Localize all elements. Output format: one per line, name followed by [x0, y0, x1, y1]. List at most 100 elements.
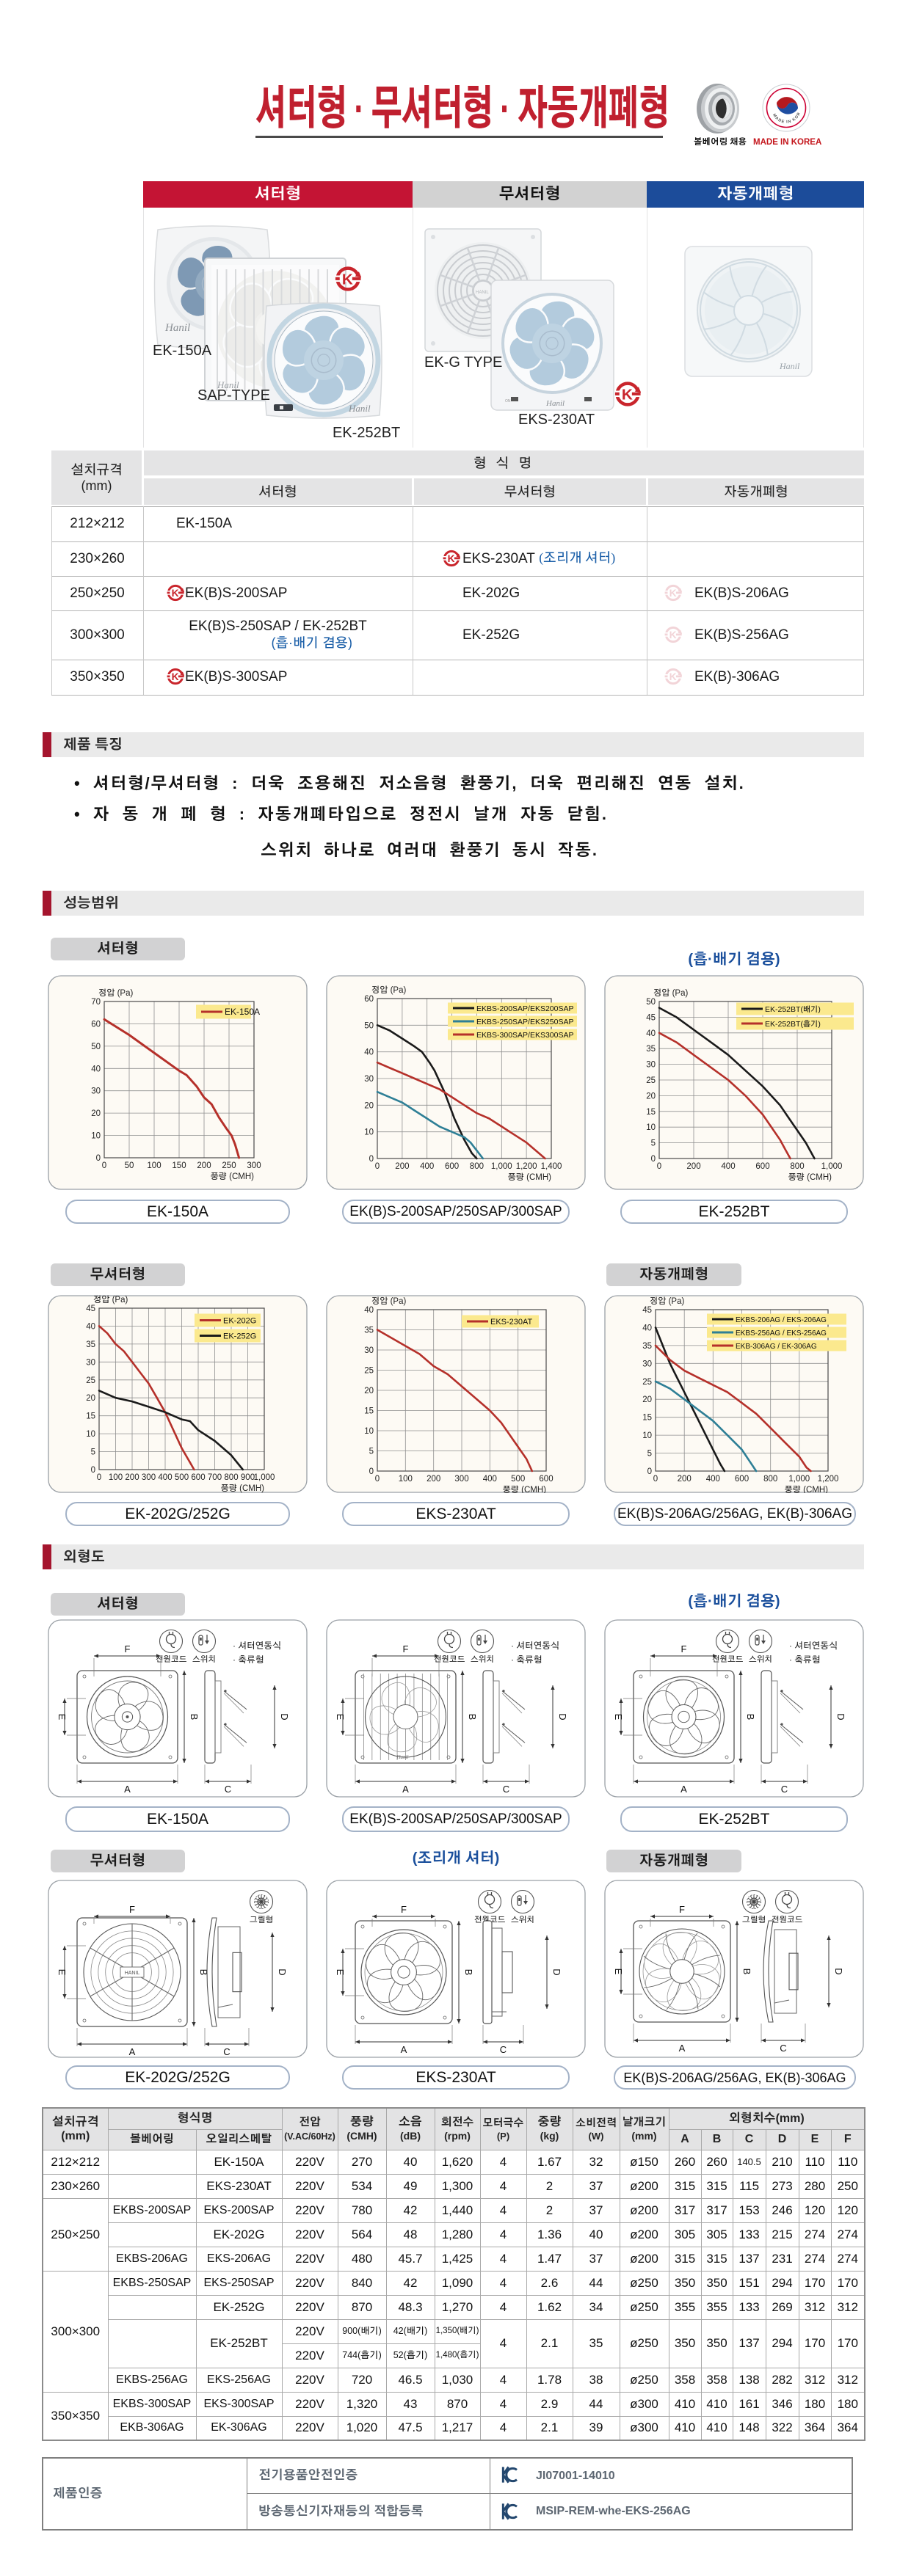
svg-text:0: 0 — [369, 1467, 374, 1476]
svg-text:풍량 (CMH): 풍량 (CMH) — [221, 1484, 265, 1493]
svg-text:Hanil: Hanil — [545, 399, 565, 408]
svg-text:D: D — [279, 1713, 290, 1720]
svg-text:스위치: 스위치 — [749, 1655, 772, 1664]
svg-text:· 셔터연동식: · 셔터연동식 — [233, 1641, 281, 1651]
svg-text:전원코드: 전원코드 — [156, 1655, 187, 1664]
svg-text:F: F — [401, 1904, 407, 1915]
svg-text:800: 800 — [763, 1475, 777, 1484]
svg-text:30: 30 — [91, 1087, 101, 1096]
svg-text:EKBS-300SAP/EKS300SAP: EKBS-300SAP/EKS300SAP — [476, 1031, 574, 1040]
svg-text:0: 0 — [97, 1473, 101, 1482]
svg-text:0: 0 — [375, 1475, 380, 1484]
svg-text:600: 600 — [755, 1162, 769, 1171]
svg-text:60: 60 — [91, 1020, 101, 1029]
svg-text:45: 45 — [646, 1013, 656, 1022]
svg-text:5: 5 — [369, 1448, 374, 1456]
svg-text:전원코드: 전원코드 — [772, 1916, 803, 1924]
svg-text:20: 20 — [364, 1101, 374, 1110]
svg-text:스위치: 스위치 — [192, 1655, 216, 1664]
svg-text:· 축류형: · 축류형 — [233, 1654, 264, 1665]
svg-text:F: F — [129, 1904, 135, 1915]
svg-text:1,200: 1,200 — [818, 1475, 839, 1484]
svg-text:풍량 (CMH): 풍량 (CMH) — [785, 1485, 829, 1493]
svg-text:1,000: 1,000 — [491, 1162, 512, 1171]
svg-text:Hanil: Hanil — [396, 1754, 409, 1760]
svg-text:C: C — [503, 1784, 509, 1795]
svg-text:EK-202G: EK-202G — [223, 1317, 256, 1326]
svg-text:Hanil: Hanil — [217, 379, 239, 390]
svg-text:25: 25 — [642, 1378, 652, 1387]
svg-text:· 축류형: · 축류형 — [511, 1654, 542, 1665]
svg-text:E: E — [335, 1969, 346, 1976]
svg-text:20: 20 — [86, 1394, 95, 1403]
svg-text:B: B — [189, 1714, 200, 1721]
svg-text:0: 0 — [647, 1467, 652, 1476]
svg-text:25: 25 — [646, 1076, 656, 1085]
svg-text:E: E — [613, 1969, 624, 1975]
svg-text:0: 0 — [369, 1155, 374, 1164]
svg-text:HANIL: HANIL — [476, 291, 489, 295]
svg-text:정압 (Pa): 정압 (Pa) — [98, 988, 133, 998]
svg-text:10: 10 — [364, 1128, 374, 1137]
svg-text:0: 0 — [96, 1154, 101, 1163]
svg-text:200: 200 — [125, 1473, 139, 1482]
svg-text:200: 200 — [678, 1475, 692, 1484]
svg-text:A: A — [129, 2046, 136, 2057]
svg-text:EKB-306AG / EK-306AG: EKB-306AG / EK-306AG — [736, 1343, 817, 1351]
svg-text:40: 40 — [91, 1065, 101, 1073]
svg-text:300: 300 — [142, 1473, 156, 1482]
svg-text:60: 60 — [364, 995, 374, 1004]
svg-text:전원코드: 전원코드 — [434, 1655, 465, 1664]
svg-text:정압 (Pa): 정압 (Pa) — [650, 1296, 684, 1306]
svg-text:400: 400 — [420, 1162, 434, 1171]
svg-text:EK-252BT(흡기): EK-252BT(흡기) — [765, 1020, 821, 1029]
svg-text:100: 100 — [147, 1161, 161, 1170]
svg-text:400: 400 — [706, 1475, 720, 1484]
svg-text:15: 15 — [86, 1412, 95, 1421]
svg-text:40: 40 — [364, 1048, 374, 1057]
svg-text:C: C — [223, 2046, 230, 2057]
svg-text:30: 30 — [646, 1061, 656, 1070]
svg-text:D: D — [551, 1969, 562, 1975]
svg-text:1,400: 1,400 — [541, 1162, 562, 1171]
svg-text:K: K — [172, 671, 179, 682]
svg-text:K: K — [669, 588, 677, 599]
svg-text:전원코드: 전원코드 — [474, 1916, 506, 1924]
svg-text:300: 300 — [247, 1161, 261, 1170]
svg-text:10: 10 — [364, 1427, 374, 1436]
svg-text:Hanil: Hanil — [348, 403, 371, 414]
svg-text:20: 20 — [646, 1092, 656, 1101]
svg-text:300: 300 — [454, 1475, 468, 1484]
svg-text:20: 20 — [642, 1395, 652, 1404]
svg-text:EKBS-200SAP/EKS200SAP: EKBS-200SAP/EKS200SAP — [476, 1004, 574, 1013]
svg-text:50: 50 — [646, 998, 656, 1007]
svg-text:K: K — [448, 553, 455, 564]
svg-text:K: K — [669, 671, 677, 682]
svg-text:E: E — [57, 1969, 68, 1976]
svg-text:0: 0 — [653, 1475, 658, 1484]
svg-text:F: F — [681, 1643, 687, 1654]
svg-text:45: 45 — [86, 1305, 95, 1313]
svg-text:A: A — [401, 2044, 407, 2055]
svg-text:C: C — [225, 1784, 231, 1795]
svg-text:F: F — [679, 1904, 685, 1915]
svg-text:· 셔터연동식: · 셔터연동식 — [511, 1641, 559, 1651]
svg-text:600: 600 — [539, 1475, 553, 1484]
svg-text:100: 100 — [109, 1473, 123, 1482]
svg-text:900: 900 — [241, 1473, 255, 1482]
svg-text:A: A — [679, 2043, 686, 2054]
svg-text:1,000: 1,000 — [254, 1473, 275, 1482]
svg-text:15: 15 — [364, 1407, 374, 1416]
svg-text:C: C — [500, 2044, 507, 2055]
svg-text:400: 400 — [158, 1473, 172, 1482]
svg-text:500: 500 — [511, 1475, 525, 1484]
svg-text:전원코드: 전원코드 — [712, 1655, 744, 1664]
svg-text:HANIL: HANIL — [125, 1971, 140, 1976]
svg-text:B: B — [467, 1714, 478, 1721]
svg-text:EKS-230AT: EKS-230AT — [490, 1318, 533, 1327]
svg-text:E: E — [335, 1714, 346, 1721]
svg-text:20: 20 — [91, 1109, 101, 1118]
svg-text:0: 0 — [657, 1162, 661, 1171]
svg-text:50: 50 — [364, 1021, 374, 1030]
svg-text:1,000: 1,000 — [821, 1162, 843, 1171]
